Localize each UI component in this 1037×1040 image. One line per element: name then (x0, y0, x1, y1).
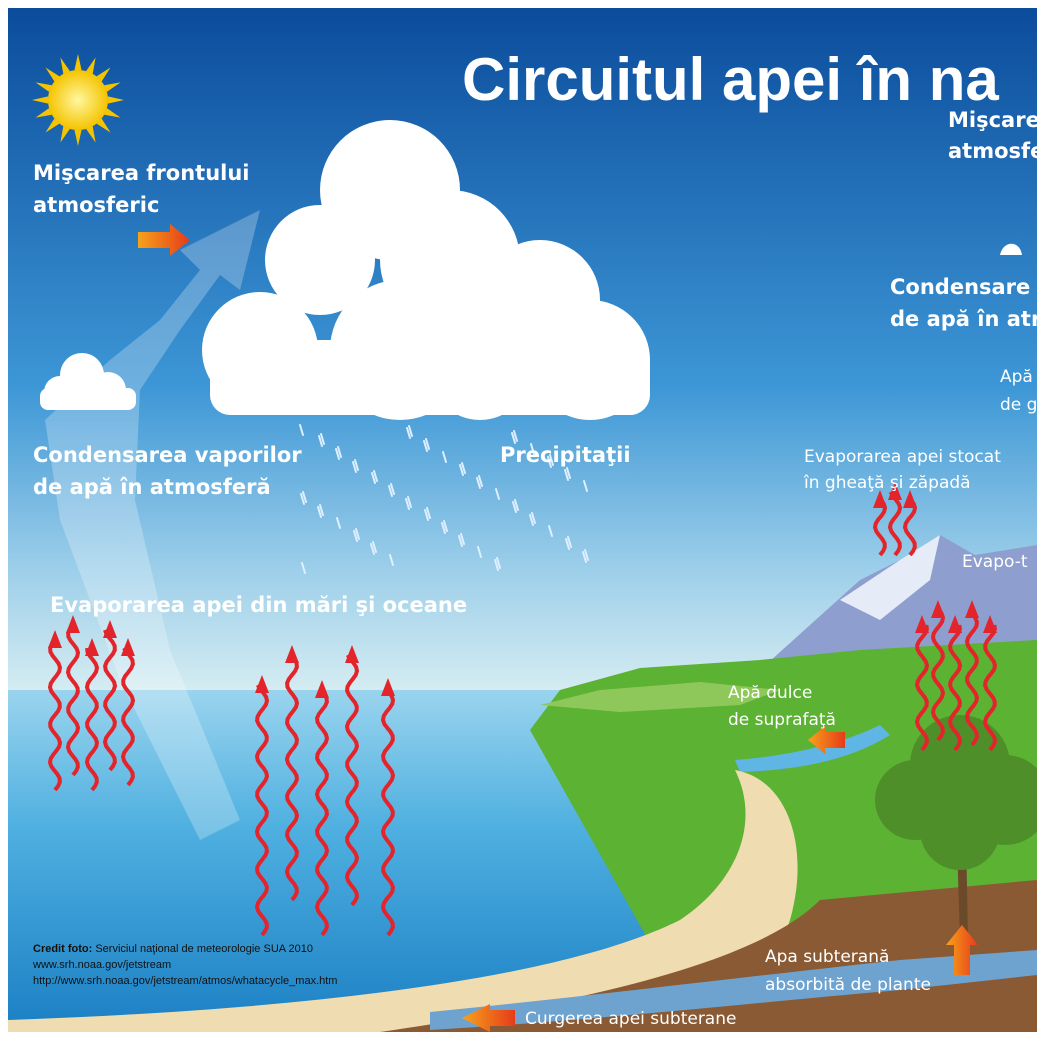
page: Circuitul apei în na Mişcarea frontului … (0, 0, 1037, 1040)
label: Curgerea apei subterane (525, 1009, 736, 1029)
credit: Credit foto: Serviciul naţional de meteo… (33, 943, 313, 955)
title: Circuitul apei în na (462, 46, 999, 113)
label: Condensarea vaporilor (33, 443, 302, 467)
scene: Circuitul apei în na Mişcarea frontului … (8, 8, 1037, 1032)
label: Mişcare (948, 108, 1037, 132)
label: atmosferic (33, 193, 159, 217)
label: Mişcarea frontului (33, 161, 250, 185)
label: de apă în atr (890, 307, 1037, 331)
label: de suprafaţă (728, 710, 836, 730)
label: Apă dulce (728, 683, 812, 703)
credit-line: www.srh.noaa.gov/jetstream (32, 959, 171, 971)
credit-line: http://www.srh.noaa.gov/jetstream/atmos/… (33, 975, 337, 987)
credit-text: Serviciul naţional de meteorologie SUA 2… (95, 943, 313, 955)
label: Evapo-t (962, 552, 1028, 572)
label: atmosfe (948, 139, 1037, 163)
label: Condensare (890, 275, 1030, 299)
sun (32, 54, 124, 146)
label: Apa subterană (765, 947, 889, 967)
label: în gheaţă şi zăpadă (803, 473, 971, 493)
label: Evaporarea apei stocat (804, 447, 1001, 467)
water-cycle-diagram: Circuitul apei în na Mişcarea frontului … (0, 0, 1037, 1040)
label: Precipitaţii (500, 443, 631, 467)
label: de apă în atmosferă (33, 475, 271, 499)
credit-label: Credit foto: (33, 943, 92, 955)
label: Evaporarea apei din mări şi oceane (50, 593, 467, 617)
label: de g (1000, 395, 1037, 415)
label: Apă (1000, 367, 1033, 387)
label: absorbită de plante (765, 975, 931, 995)
